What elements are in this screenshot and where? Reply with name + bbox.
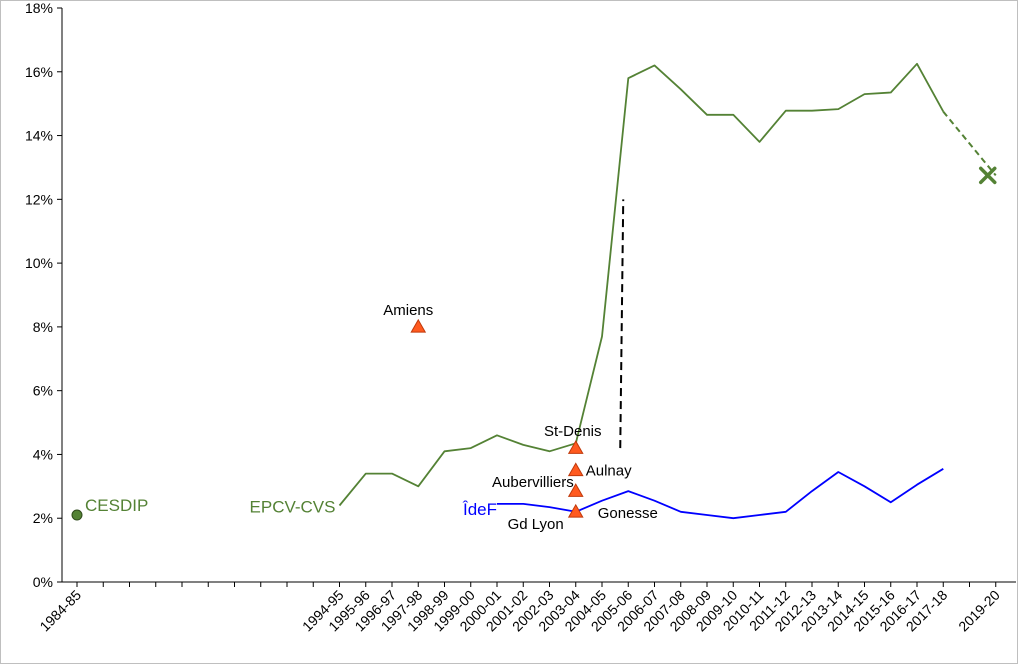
y-tick-label: 4%: [33, 446, 53, 462]
y-tick-label: 14%: [25, 128, 53, 144]
triangle-marker: [567, 483, 584, 497]
markers-group: [71, 166, 997, 521]
series-group: [338, 62, 997, 520]
cesdip-point: [71, 509, 83, 521]
triangle-marker: [567, 440, 584, 454]
y-tick-label: 12%: [25, 191, 53, 207]
series-label-idef: ÎdeF: [462, 500, 497, 519]
series-projection-dashed: [942, 111, 997, 177]
y-tick-label: 16%: [25, 64, 53, 80]
y-tick-label: 18%: [25, 0, 53, 16]
x-tick-label: 2019-20: [955, 587, 1003, 635]
series-line-epcv-cvs: [338, 62, 945, 507]
triangle-label: Aulnay: [586, 462, 632, 479]
y-tick-label: 8%: [33, 319, 53, 335]
cesdip-label: CESDIP: [85, 496, 148, 515]
triangle-marker: [410, 318, 427, 333]
series-line-idef: [497, 468, 944, 520]
y-tick-label: 6%: [33, 383, 53, 399]
x-tick-label: 1984-85: [36, 587, 84, 635]
y-tick-label: 2%: [33, 510, 53, 526]
x-axis-ticks: 1984-85 1994-951995-961996-971997-981998-…: [36, 582, 1003, 634]
triangle-marker: [567, 503, 584, 518]
annotations-group: CESDIP EPCV-CVS ÎdeF Amiens St-Denis Aulnay Au…: [85, 302, 658, 533]
series-label-epcv-cvs: EPCV-CVS: [250, 497, 336, 516]
triangle-label: Gonesse: [598, 505, 658, 522]
triangle-label: St-Denis: [544, 423, 602, 440]
dashed-break-line: [619, 199, 625, 449]
y-tick-label: 0%: [33, 574, 53, 590]
y-tick-label: 10%: [25, 255, 53, 271]
triangle-label: Gd Lyon: [508, 516, 564, 533]
triangle-label: Aubervilliers: [492, 474, 574, 491]
projection-x-marker: [979, 166, 997, 185]
y-axis-ticks: 0% 2% 4% 6% 8% 10% 12% 14% 16% 18%: [25, 0, 62, 590]
triangle-label: Amiens: [383, 302, 433, 319]
triangle-marker: [567, 462, 584, 477]
